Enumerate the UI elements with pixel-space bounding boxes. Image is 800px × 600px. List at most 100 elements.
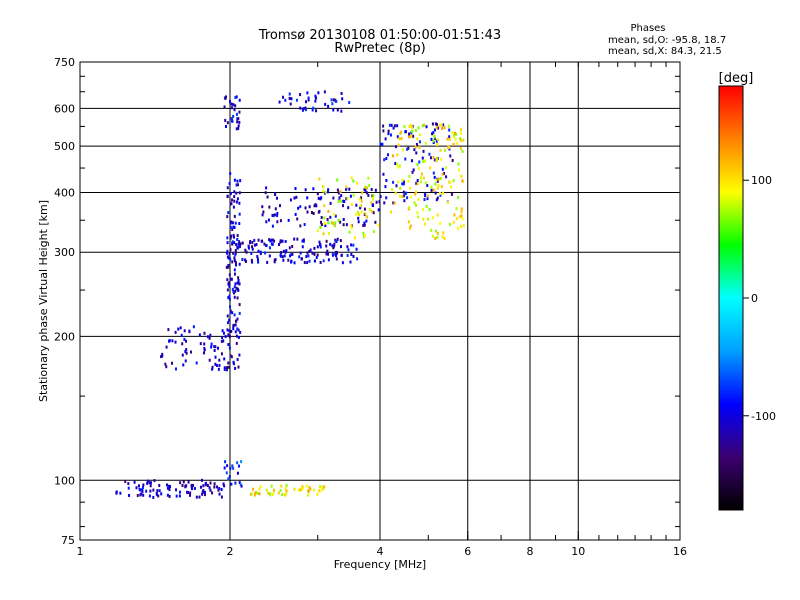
data-point <box>279 204 282 208</box>
data-point <box>293 261 296 265</box>
data-point <box>436 158 439 162</box>
data-point <box>352 243 355 247</box>
data-point <box>397 180 400 184</box>
data-point <box>442 123 445 127</box>
data-point <box>148 481 151 485</box>
data-point <box>217 488 220 492</box>
data-point <box>353 236 356 240</box>
data-point <box>434 229 437 233</box>
data-point <box>238 201 241 205</box>
data-point <box>237 117 240 121</box>
data-point <box>229 354 232 358</box>
data-point <box>236 288 239 292</box>
data-point <box>259 485 262 489</box>
data-point <box>221 336 224 340</box>
data-point <box>290 97 293 101</box>
data-point <box>404 157 407 161</box>
data-point <box>318 240 321 244</box>
data-point <box>181 483 184 487</box>
data-point <box>206 335 209 339</box>
data-point <box>149 481 152 485</box>
data-point <box>361 191 364 195</box>
data-point <box>339 245 342 249</box>
data-point <box>228 335 231 339</box>
data-point <box>228 329 231 333</box>
data-point <box>236 296 239 300</box>
data-point <box>413 148 416 152</box>
data-point <box>459 131 462 135</box>
data-point <box>234 221 237 225</box>
data-point <box>226 186 229 190</box>
data-point <box>158 489 161 493</box>
data-point <box>458 215 461 219</box>
data-point <box>210 345 213 349</box>
data-point <box>193 486 196 490</box>
y-tick-label: 750 <box>54 56 75 69</box>
data-point <box>364 188 367 192</box>
data-point <box>273 258 276 262</box>
data-point <box>302 107 305 111</box>
data-point <box>385 179 388 183</box>
data-point <box>321 488 324 492</box>
data-point <box>251 260 254 264</box>
data-point <box>431 216 434 220</box>
data-point <box>371 202 374 206</box>
y-tick-label: 200 <box>54 330 75 343</box>
data-point <box>160 355 163 359</box>
data-point <box>423 197 426 201</box>
data-point <box>401 182 404 186</box>
data-point <box>230 329 233 333</box>
data-point <box>460 174 463 178</box>
data-point <box>423 123 426 127</box>
data-point <box>317 196 320 200</box>
data-point <box>230 102 233 106</box>
data-point <box>401 194 404 198</box>
data-point <box>339 199 342 203</box>
data-point <box>409 123 412 127</box>
data-point <box>189 350 192 354</box>
data-point <box>235 341 238 345</box>
data-point <box>317 91 320 95</box>
data-point <box>417 197 420 201</box>
data-point <box>230 277 233 281</box>
data-point <box>324 224 327 228</box>
data-point <box>409 195 412 199</box>
data-point <box>186 491 189 495</box>
data-point <box>389 133 392 137</box>
data-point <box>273 260 276 264</box>
data-point <box>238 353 241 357</box>
data-point <box>319 245 322 249</box>
data-point <box>435 126 438 130</box>
data-point <box>128 493 131 497</box>
data-point <box>447 200 450 204</box>
data-point <box>445 175 448 179</box>
data-point <box>137 484 140 488</box>
data-point <box>397 165 400 169</box>
data-point <box>184 350 187 354</box>
data-point <box>232 225 235 229</box>
data-point <box>141 488 144 492</box>
data-point <box>278 243 281 247</box>
data-point <box>257 260 260 264</box>
data-point <box>368 183 371 187</box>
data-point <box>330 98 333 102</box>
data-point <box>356 210 359 214</box>
data-point <box>308 486 311 490</box>
data-point <box>184 359 187 363</box>
data-point <box>228 273 231 277</box>
data-point <box>268 238 271 242</box>
data-point <box>233 214 236 218</box>
data-point <box>333 212 336 216</box>
data-point <box>318 177 321 181</box>
data-point <box>264 191 267 195</box>
data-point <box>362 231 365 235</box>
data-point <box>234 253 237 257</box>
data-point <box>187 480 190 484</box>
data-point <box>225 124 228 128</box>
data-point <box>239 482 242 486</box>
data-point <box>155 493 158 497</box>
data-point <box>297 488 300 492</box>
data-point <box>327 104 330 108</box>
data-point <box>307 493 310 497</box>
data-point <box>342 223 345 227</box>
